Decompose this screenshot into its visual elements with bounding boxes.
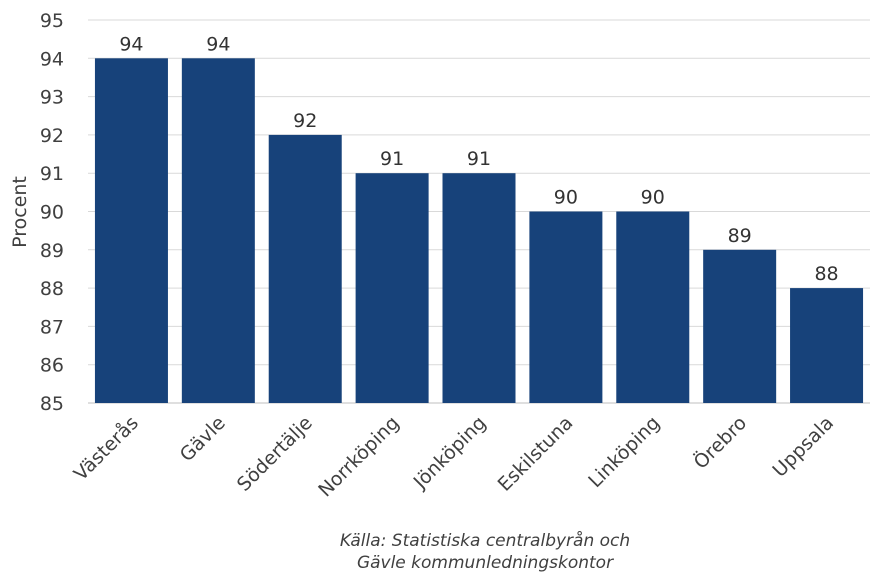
- y-tick-label: 92: [40, 125, 64, 147]
- bar: [529, 211, 603, 403]
- x-tick-label: Eskilstuna: [494, 412, 578, 496]
- data-label: 92: [293, 110, 317, 132]
- bars: [94, 58, 864, 404]
- y-tick-label: 90: [40, 202, 64, 224]
- y-tick-label: 87: [40, 316, 64, 338]
- y-tick-label: 86: [40, 355, 64, 377]
- data-label: 88: [814, 263, 838, 285]
- y-axis-ticks: 85 86 87 88 89 90 91 92 93 94 95: [40, 10, 64, 415]
- x-tick-label: Gävle: [176, 412, 230, 466]
- bar: [268, 134, 342, 403]
- bar: [355, 173, 429, 403]
- x-tick-label: Uppsala: [768, 412, 838, 482]
- x-tick-label: Linköping: [584, 412, 664, 492]
- x-tick-label: Södertälje: [233, 412, 317, 496]
- data-label: 91: [467, 148, 491, 170]
- x-tick-label: Norrköping: [314, 412, 403, 501]
- bar: [181, 58, 255, 404]
- data-label: 91: [380, 148, 404, 170]
- x-tick-label: Västerås: [69, 411, 143, 485]
- source-note-line-1: Källa: Statistiska centralbyrån och: [339, 531, 631, 551]
- bar: [790, 288, 864, 403]
- data-label: 94: [206, 33, 230, 55]
- bar: [703, 249, 777, 403]
- data-label: 90: [554, 187, 578, 209]
- bar: [616, 211, 690, 403]
- data-label: 90: [641, 187, 665, 209]
- x-tick-label: Örebro: [689, 411, 751, 473]
- y-tick-label: 94: [40, 48, 64, 70]
- y-tick-label: 93: [40, 87, 64, 109]
- data-label: 89: [728, 225, 752, 247]
- bar: [94, 58, 168, 404]
- y-axis-label: Procent: [9, 176, 31, 248]
- y-tick-label: 95: [40, 10, 64, 32]
- data-label: 94: [119, 33, 143, 55]
- bar: [442, 173, 516, 403]
- y-tick-label: 89: [40, 240, 64, 262]
- y-tick-label: 85: [40, 393, 64, 415]
- source-note-line-2: Gävle kommunledningskontor: [356, 553, 614, 573]
- x-tick-label: Jönköping: [409, 412, 491, 494]
- y-tick-label: 88: [40, 278, 64, 300]
- y-tick-label: 91: [40, 163, 64, 185]
- data-labels: 94 94 92 91 91 90 90 89 88: [119, 33, 838, 285]
